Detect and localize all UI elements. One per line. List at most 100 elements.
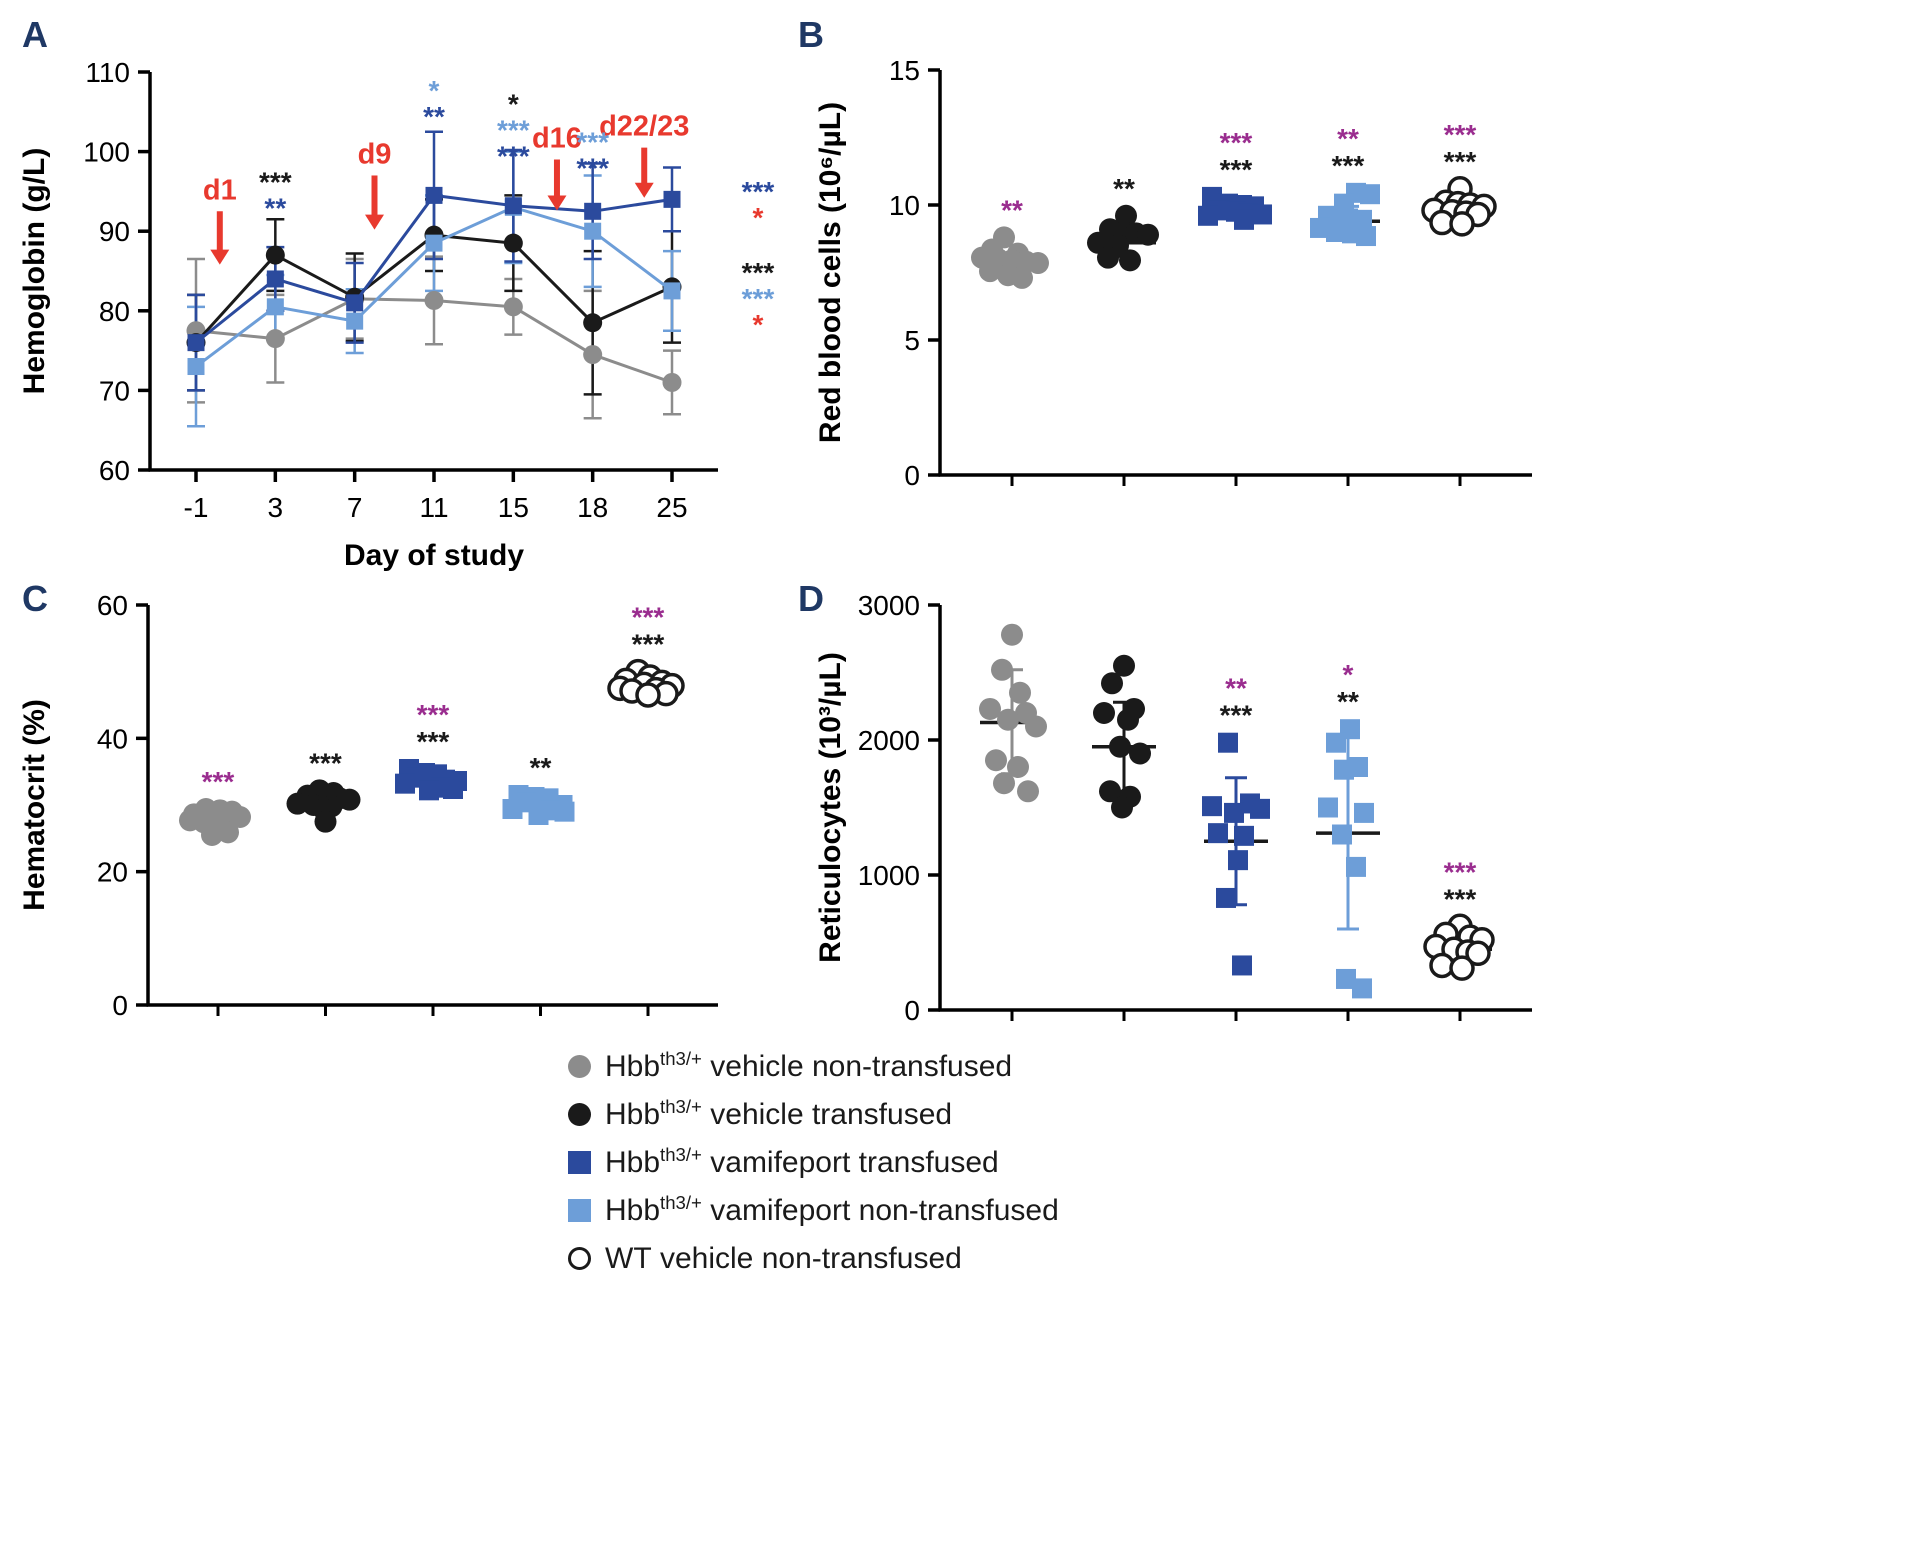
point-circle [286, 792, 309, 815]
point-square [584, 222, 602, 240]
point-circle [503, 233, 523, 253]
y-tick-label: 40 [97, 723, 128, 754]
point-circle [997, 708, 1019, 731]
point-square [419, 780, 439, 801]
x-axis-label: Day of study [344, 539, 524, 572]
y-tick-label: 20 [97, 857, 128, 888]
point-circle [662, 372, 682, 392]
point-circle [1137, 223, 1159, 246]
point-circle [1115, 204, 1137, 227]
point-square [1326, 732, 1346, 753]
y-tick-label: 100 [83, 137, 130, 168]
x-tick-label: -1 [184, 492, 209, 523]
arrow-label-d16: d16 [532, 123, 582, 155]
point-circle [583, 313, 603, 333]
point-square [1224, 802, 1244, 823]
point-square [187, 334, 205, 352]
point-circle [338, 788, 361, 811]
y-tick-label: 10 [889, 190, 920, 221]
y-tick-label: 70 [99, 375, 130, 406]
legend-label: WT vehicle non-transfused [605, 1242, 962, 1275]
significance-label: ** [423, 101, 445, 132]
point-square [1198, 205, 1218, 226]
significance-label: *** [497, 114, 530, 145]
point-circle [1109, 735, 1131, 758]
hemoglobin-line-chart: 60 70 80 90 100 110 Hemoglobin (g/L) -1 3 7 11 15 18… [18, 57, 775, 572]
arrow-label-d9: d9 [358, 138, 392, 170]
y-tick-label: 3000 [858, 590, 920, 621]
significance-label: *** [742, 283, 775, 314]
panel-label-c: C [22, 578, 48, 619]
y-tick-label: 60 [97, 590, 128, 621]
point-square [1232, 955, 1252, 976]
y-tick-label: 110 [85, 57, 130, 88]
legend-label: Hbbth3/+ vehicle non-transfused [605, 1048, 1013, 1083]
point-circle [1113, 654, 1135, 677]
point-square [1346, 856, 1366, 877]
significance-label: ** [530, 752, 552, 783]
x-tick-label: 7 [347, 492, 363, 523]
point-circle [503, 297, 523, 317]
point-square [1326, 222, 1346, 242]
y-axis-label: Reticulocytes (10³/µL) [814, 652, 847, 963]
point-square [346, 294, 364, 312]
point-square [1216, 887, 1236, 908]
significance-label: ** [1113, 173, 1135, 204]
point-circle [991, 658, 1013, 681]
x-tick-label: 11 [419, 492, 448, 523]
point-square [504, 197, 522, 215]
point-square [1252, 204, 1272, 225]
significance-label: *** [1444, 856, 1477, 887]
point-square [1310, 217, 1330, 238]
legend-item-vamifeport-non-transfused: Hbbth3/+ vamifeport non-transfused [568, 1192, 1059, 1228]
legend-item-vehicle-transfused: Hbbth3/+ vehicle transfused [568, 1096, 1059, 1132]
red-arrow-head [365, 214, 384, 230]
significance-label: *** [632, 629, 665, 660]
x-tick-label: 18 [577, 492, 608, 523]
y-tick-label: 80 [99, 296, 130, 327]
y-tick-label: 90 [99, 216, 130, 247]
x-tick-label: 15 [498, 492, 529, 523]
red-arrow-head [634, 182, 654, 198]
significance-label: *** [1332, 150, 1365, 181]
point-circle [979, 697, 1001, 720]
point-square [1218, 732, 1238, 753]
point-square [1336, 968, 1356, 989]
point-square [554, 801, 575, 822]
panel-label-d: D [798, 578, 824, 619]
significance-label: *** [1444, 146, 1477, 177]
point-square [425, 234, 443, 252]
point-circle [985, 749, 1007, 772]
significance-label: *** [1220, 700, 1253, 731]
significance-label: * [429, 75, 440, 106]
arrow-label-d1: d1 [203, 174, 237, 206]
legend-item-wt-vehicle-non-transfused: WT vehicle non-transfused [568, 1240, 1059, 1276]
point-square [346, 312, 364, 330]
significance-label: *** [202, 766, 235, 797]
point-square [663, 190, 681, 208]
point-square [1360, 184, 1380, 205]
point-circle [1101, 672, 1123, 695]
significance-label: *** [309, 747, 342, 778]
point-circle [1093, 702, 1115, 724]
point-circle [1097, 246, 1119, 269]
point-square [1250, 798, 1270, 819]
point-circle [583, 345, 603, 365]
significance-label: ** [1001, 194, 1023, 225]
y-tick-label: 5 [904, 325, 920, 356]
point-square [1332, 824, 1352, 845]
x-tick-label: 25 [656, 492, 687, 523]
significance-label: *** [576, 127, 609, 158]
lightblue-square-marker [568, 1198, 591, 1222]
panel-label-b: B [798, 14, 824, 55]
black-circle-marker [568, 1102, 591, 1126]
significance-label: ** [1337, 123, 1359, 154]
point-circle [1027, 252, 1049, 275]
significance-label: *** [576, 153, 609, 184]
point-square [1356, 226, 1376, 247]
significance-label: * [753, 309, 764, 340]
significance-label: ** [1337, 686, 1359, 717]
